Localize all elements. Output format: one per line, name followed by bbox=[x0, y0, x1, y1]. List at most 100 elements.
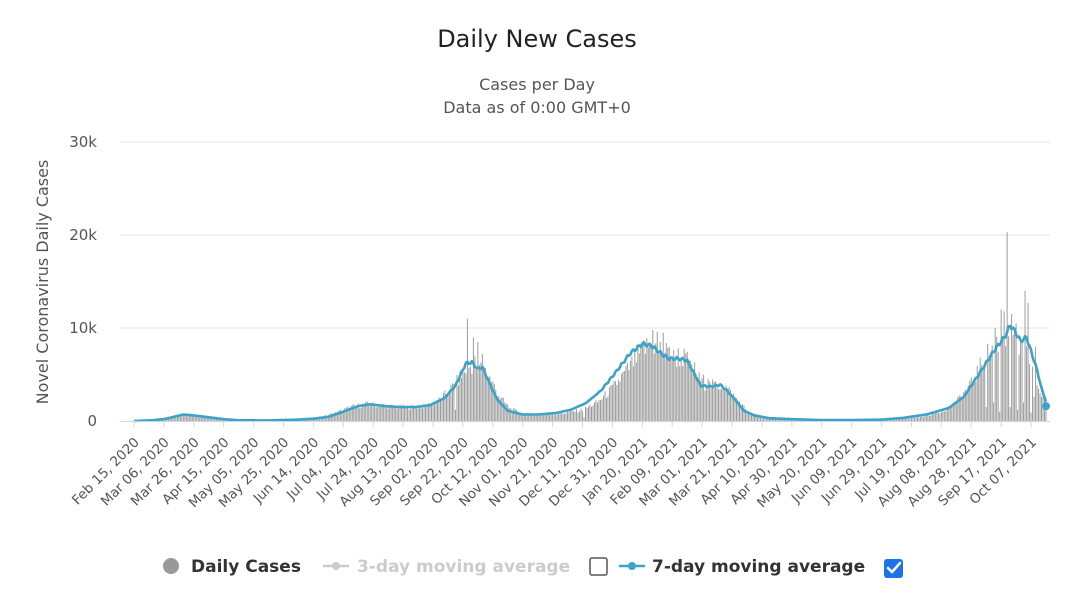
daily-cases-bar bbox=[677, 348, 679, 421]
daily-cases-bar bbox=[209, 418, 211, 421]
daily-cases-bar bbox=[179, 415, 181, 421]
daily-cases-bar bbox=[961, 399, 963, 421]
daily-cases-bar bbox=[614, 381, 616, 421]
daily-cases-bar bbox=[746, 410, 748, 421]
daily-cases-bar bbox=[661, 353, 663, 421]
daily-cases-bar bbox=[632, 366, 634, 421]
daily-cases-bar bbox=[562, 413, 564, 421]
daily-cases-bar bbox=[573, 411, 575, 421]
daily-cases-bar bbox=[762, 416, 764, 421]
daily-cases-bar bbox=[505, 403, 507, 421]
daily-cases-bar bbox=[366, 401, 368, 421]
daily-cases-bar bbox=[211, 417, 213, 421]
daily-cases-bar bbox=[435, 401, 437, 421]
daily-cases-bar bbox=[715, 381, 717, 421]
daily-cases-bar bbox=[203, 417, 205, 421]
daily-cases-bar bbox=[516, 409, 518, 421]
daily-cases-bar bbox=[662, 332, 664, 421]
daily-cases-bar bbox=[1029, 364, 1031, 421]
daily-cases-bar bbox=[939, 413, 941, 421]
daily-cases-bar bbox=[742, 404, 743, 421]
daily-cases-bar bbox=[407, 405, 409, 421]
daily-cases-bar bbox=[903, 418, 905, 421]
daily-cases-bar bbox=[697, 376, 699, 421]
daily-cases-bar bbox=[480, 362, 482, 421]
daily-cases-bar bbox=[1042, 396, 1044, 421]
daily-cases-bar bbox=[638, 353, 640, 421]
daily-cases-bar bbox=[955, 402, 957, 421]
daily-cases-bar bbox=[940, 412, 942, 421]
daily-cases-bar bbox=[707, 379, 709, 421]
daily-cases-bar bbox=[410, 409, 412, 421]
daily-cases-bar bbox=[712, 379, 714, 421]
daily-cases-bar bbox=[330, 413, 332, 421]
daily-cases-bar bbox=[508, 408, 510, 421]
daily-cases-bar bbox=[574, 411, 576, 421]
daily-cases-bar bbox=[915, 417, 917, 421]
daily-cases-bar bbox=[513, 408, 515, 421]
daily-cases-bar bbox=[951, 405, 953, 421]
daily-cases-bar bbox=[910, 417, 912, 421]
daily-cases-bar bbox=[637, 345, 639, 421]
daily-cases-bar bbox=[1032, 366, 1034, 421]
daily-cases-bar bbox=[416, 408, 418, 421]
daily-cases-bar bbox=[559, 412, 561, 421]
daily-cases-bar bbox=[399, 404, 401, 421]
daily-cases-bar bbox=[731, 397, 733, 421]
daily-cases-bar bbox=[582, 411, 584, 421]
daily-cases-bar bbox=[383, 404, 385, 421]
daily-cases-bar bbox=[692, 371, 694, 421]
daily-cases-bar bbox=[976, 366, 978, 421]
daily-cases-bar bbox=[507, 404, 509, 421]
daily-cases-bar bbox=[649, 344, 651, 421]
daily-cases-bar bbox=[387, 408, 389, 421]
daily-cases-bar bbox=[550, 415, 552, 421]
daily-cases-bar bbox=[580, 408, 582, 421]
daily-cases-bar bbox=[725, 385, 727, 421]
legend-7day-label[interactable]: 7-day moving average bbox=[652, 557, 865, 577]
daily-cases-bar bbox=[912, 417, 914, 421]
daily-cases-bar bbox=[589, 405, 591, 421]
daily-cases-bar bbox=[668, 346, 670, 421]
daily-cases-bar bbox=[517, 412, 519, 421]
daily-cases-bar bbox=[928, 415, 930, 421]
daily-cases-bar bbox=[321, 417, 323, 421]
daily-cases-bar bbox=[667, 348, 669, 421]
daily-cases-bar bbox=[196, 416, 198, 421]
daily-cases-bar bbox=[631, 356, 633, 421]
daily-cases-bar bbox=[984, 363, 986, 421]
legend-3day-checkbox[interactable] bbox=[589, 557, 608, 576]
daily-cases-bar bbox=[987, 343, 989, 421]
daily-cases-bar bbox=[549, 414, 551, 421]
daily-cases-bar bbox=[913, 417, 915, 421]
daily-cases-bar bbox=[749, 412, 751, 421]
daily-cases-bar bbox=[985, 407, 987, 421]
daily-cases-bar bbox=[431, 403, 433, 421]
daily-cases-bar bbox=[556, 414, 558, 421]
legend-3day-label[interactable]: 3-day moving average bbox=[357, 557, 570, 577]
daily-cases-bar bbox=[489, 376, 491, 421]
daily-cases-bar bbox=[553, 415, 555, 421]
daily-cases-bar bbox=[175, 417, 177, 421]
daily-cases-bar bbox=[193, 415, 195, 421]
legend-daily-cases-label[interactable]: Daily Cases bbox=[191, 557, 301, 577]
daily-cases-bar bbox=[659, 341, 661, 421]
daily-cases-bar bbox=[323, 416, 325, 421]
daily-cases-bar bbox=[1008, 336, 1010, 421]
daily-cases-bar bbox=[525, 413, 527, 421]
daily-cases-bar bbox=[441, 399, 443, 421]
daily-cases-bar bbox=[1006, 232, 1008, 421]
daily-cases-bar bbox=[338, 410, 340, 421]
daily-cases-bar bbox=[596, 402, 598, 421]
daily-cases-bar bbox=[454, 409, 456, 421]
daily-cases-bar bbox=[943, 411, 945, 421]
daily-cases-bar bbox=[979, 357, 981, 421]
daily-cases-bar bbox=[688, 365, 690, 421]
daily-cases-bar bbox=[753, 414, 755, 421]
daily-cases-bar bbox=[339, 409, 341, 421]
daily-cases-bar bbox=[896, 418, 897, 421]
daily-cases-bar bbox=[946, 407, 948, 421]
daily-cases-bar bbox=[728, 387, 730, 421]
check-icon bbox=[886, 561, 902, 574]
daily-cases-bar bbox=[641, 342, 643, 421]
